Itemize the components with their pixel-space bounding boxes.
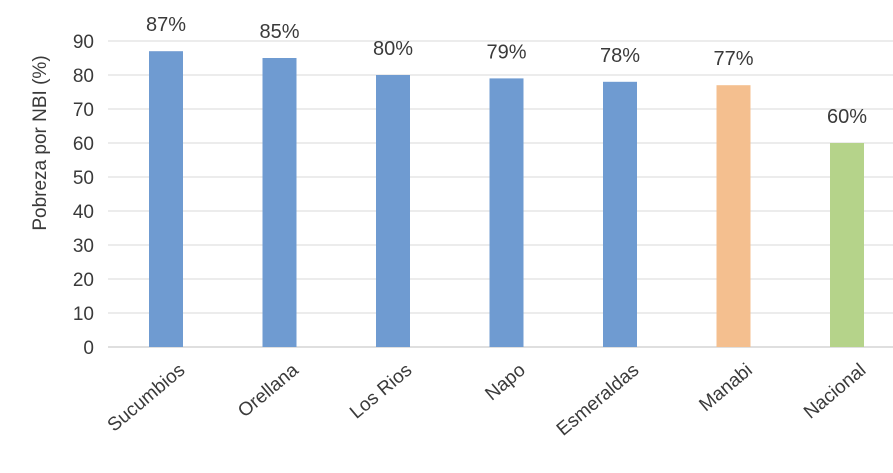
y-tick-label: 0 <box>83 338 94 359</box>
bars <box>149 51 864 348</box>
bar <box>489 78 524 348</box>
bar <box>716 85 751 347</box>
y-tick-label: 30 <box>73 236 94 257</box>
bar <box>376 75 410 347</box>
x-category-label: Sucumbios <box>104 360 190 437</box>
y-tick-label: 80 <box>73 66 94 87</box>
data-label: 79% <box>486 41 526 63</box>
x-category-label: Nacional <box>800 360 870 424</box>
x-category-label: Napo <box>481 360 529 405</box>
y-tick-label: 40 <box>73 202 94 223</box>
y-tick-label: 10 <box>73 304 94 325</box>
data-label: 78% <box>600 45 640 67</box>
data-labels: 87% 85% 80% 79% 78% 77% 60% <box>146 14 867 128</box>
bar <box>830 143 864 347</box>
y-axis-ticks: 0 10 20 30 40 50 60 70 80 90 <box>73 32 94 359</box>
data-label: 87% <box>146 14 186 36</box>
bar <box>149 51 183 347</box>
x-axis-labels: Sucumbios Orellana Los Rios Napo Esmeraldas M… <box>104 359 871 440</box>
x-category-label: Los Rios <box>346 360 416 424</box>
x-category-label: Orellana <box>234 359 303 422</box>
x-category-label: Esmeraldas <box>553 360 643 441</box>
data-label: 80% <box>373 38 413 60</box>
bar <box>603 81 637 348</box>
y-tick-label: 60 <box>73 134 94 155</box>
bar <box>262 58 297 347</box>
y-tick-label: 90 <box>73 32 94 53</box>
y-tick-label: 70 <box>73 100 94 121</box>
data-label: 60% <box>827 106 867 128</box>
y-tick-label: 20 <box>73 270 94 291</box>
data-label: 85% <box>259 21 299 43</box>
data-label: 77% <box>713 48 753 70</box>
x-category-label: Manabi <box>695 360 756 416</box>
y-axis-title: Pobreza por NBI (%) <box>30 55 51 230</box>
y-tick-label: 50 <box>73 168 94 189</box>
